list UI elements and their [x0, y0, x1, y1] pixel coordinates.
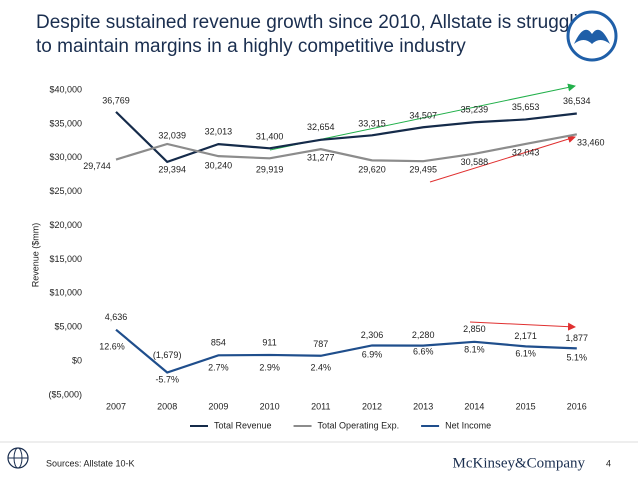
x-tick-label: 2011 — [311, 401, 330, 411]
x-tick-label: 2007 — [106, 401, 126, 411]
source: Sources: Allstate 10-K — [46, 458, 135, 468]
data-label: 29,620 — [358, 165, 386, 175]
data-label: 31,400 — [256, 132, 284, 142]
data-label: 32,043 — [512, 147, 540, 157]
y-tick-label: $30,000 — [49, 152, 82, 162]
data-label: 911 — [262, 337, 276, 347]
data-label: 30,588 — [461, 157, 489, 167]
data-label: (1,679) — [153, 350, 182, 360]
title-line-2: to maintain margins in a highly competit… — [36, 36, 466, 57]
x-tick-label: 2015 — [516, 401, 536, 411]
data-label: 2,171 — [514, 331, 537, 341]
data-label: 29,919 — [256, 165, 284, 175]
legend-label: Total Revenue — [214, 420, 272, 430]
title-line-1: Despite sustained revenue growth since 2… — [36, 12, 599, 33]
trend-arrow — [429, 135, 576, 183]
data-label: 36,769 — [102, 95, 130, 105]
brand: McKinsey&Company — [453, 455, 586, 471]
series-line — [115, 111, 577, 164]
margin-label: 6.1% — [515, 348, 536, 358]
margin-label: 2.7% — [208, 362, 229, 372]
x-tick-label: 2016 — [567, 401, 587, 411]
y-tick-label: $25,000 — [49, 186, 82, 196]
data-label: 2,850 — [463, 324, 486, 334]
y-tick-label: $20,000 — [49, 220, 82, 230]
data-label: 32,039 — [158, 130, 186, 140]
y-tick-label: $40,000 — [49, 84, 82, 94]
x-tick-label: 2012 — [362, 401, 382, 411]
data-label: 29,394 — [158, 164, 186, 174]
data-label: 1,877 — [566, 333, 589, 343]
margin-label: 2.9% — [259, 362, 280, 372]
series-line — [115, 328, 577, 374]
data-label: 787 — [313, 339, 328, 349]
margin-label: 6.9% — [362, 349, 383, 359]
data-label: 29,744 — [83, 161, 111, 171]
logo — [566, 10, 618, 62]
globe-icon — [7, 447, 29, 469]
y-tick-label: $5,000 — [54, 322, 82, 332]
data-label: 35,653 — [512, 102, 540, 112]
data-label: 35,239 — [461, 105, 489, 115]
y-tick-label: ($5,000) — [48, 389, 82, 399]
x-tick-label: 2014 — [464, 401, 484, 411]
x-tick-label: 2009 — [208, 401, 228, 411]
margin-label: 5.1% — [567, 352, 588, 362]
data-label: 2,306 — [361, 330, 384, 340]
data-label: 32,654 — [307, 122, 335, 132]
data-label: 33,315 — [358, 119, 386, 129]
data-label: 30,240 — [205, 161, 233, 171]
data-label: 854 — [211, 338, 226, 348]
data-label: 32,013 — [205, 127, 233, 137]
data-label: 31,277 — [307, 152, 335, 162]
legend-label: Net Income — [445, 420, 491, 430]
data-label: 34,507 — [409, 111, 437, 121]
y-tick-label: $0 — [72, 355, 82, 365]
margin-label: 8.1% — [464, 344, 485, 354]
y-axis-label: Revenue ($mm) — [30, 223, 40, 288]
data-label: 33,460 — [577, 138, 605, 148]
margin-label: 12.6% — [99, 341, 125, 351]
x-tick-label: 2010 — [260, 401, 280, 411]
data-label: 36,534 — [563, 96, 591, 106]
margin-label: -5.7% — [155, 374, 179, 384]
x-tick-label: 2013 — [413, 401, 433, 411]
y-tick-label: $15,000 — [49, 254, 82, 264]
y-tick-label: $10,000 — [49, 288, 82, 298]
series-line — [115, 133, 578, 163]
data-label: 2,280 — [412, 330, 435, 340]
x-tick-label: 2008 — [157, 401, 177, 411]
legend-label: Total Operating Exp. — [318, 420, 400, 430]
page-number: 4 — [606, 458, 611, 468]
trend-arrow — [469, 321, 576, 331]
data-label: 29,495 — [409, 165, 437, 175]
margin-label: 6.6% — [413, 346, 434, 356]
data-label: 4,636 — [105, 312, 128, 322]
y-tick-label: $35,000 — [49, 118, 82, 128]
margin-label: 2.4% — [311, 362, 332, 372]
